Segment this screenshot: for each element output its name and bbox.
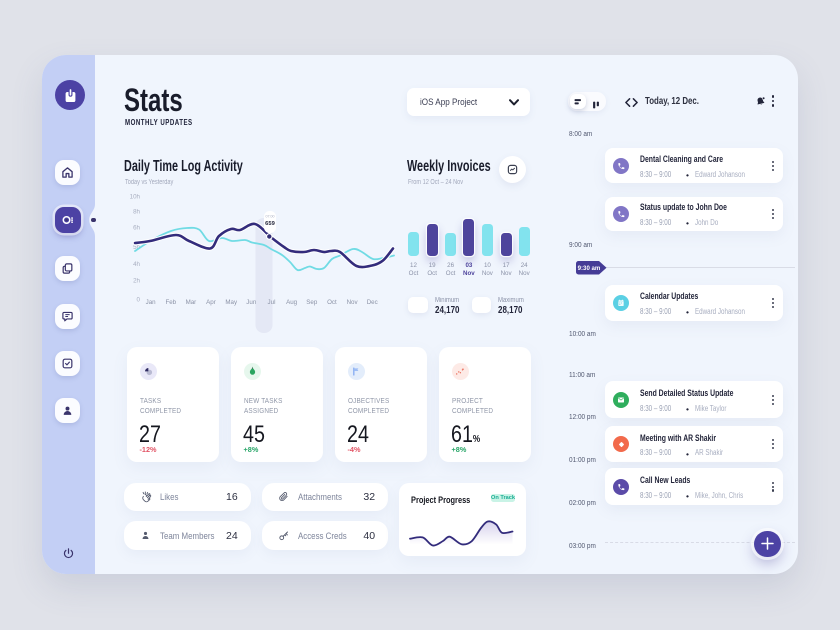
svg-text:Feb: Feb: [165, 299, 176, 306]
svg-text:Mar: Mar: [186, 299, 197, 306]
svg-text:Nov: Nov: [347, 299, 359, 306]
svg-text:8h: 8h: [133, 209, 140, 216]
svg-text:May: May: [225, 299, 238, 306]
svg-text:Apr: Apr: [206, 299, 216, 306]
svg-text:0: 0: [137, 297, 141, 304]
svg-text:Dec: Dec: [367, 299, 378, 306]
svg-text:9:30 am: 9:30 am: [577, 265, 600, 272]
svg-text:2h: 2h: [133, 278, 140, 285]
svg-text:Sep: Sep: [306, 299, 318, 306]
svg-text:4h: 4h: [133, 261, 140, 268]
svg-text:Jan: Jan: [146, 299, 157, 306]
svg-text:6h: 6h: [133, 225, 140, 232]
svg-text:Jul: Jul: [268, 299, 276, 306]
svg-text:5h: 5h: [133, 244, 140, 251]
svg-text:Jun: Jun: [246, 299, 257, 306]
svg-text:Oct: Oct: [327, 299, 337, 306]
svg-text:Aug: Aug: [286, 299, 298, 306]
svg-text:10h: 10h: [130, 194, 141, 201]
svg-text:07:00: 07:00: [266, 215, 275, 219]
svg-text:659: 659: [265, 221, 275, 227]
